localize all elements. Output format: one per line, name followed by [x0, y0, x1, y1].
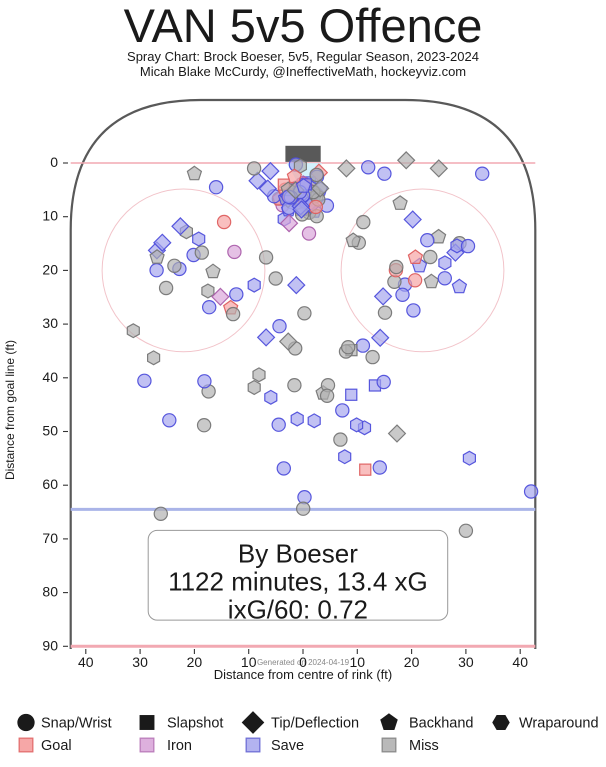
- svg-text:50: 50: [42, 423, 58, 439]
- svg-text:By Boeser: By Boeser: [238, 538, 358, 568]
- svg-text:1122 minutes, 13.4 xG: 1122 minutes, 13.4 xG: [168, 566, 428, 596]
- svg-text:Slapshot: Slapshot: [167, 716, 223, 732]
- svg-text:40: 40: [78, 654, 94, 670]
- svg-text:Iron: Iron: [167, 738, 192, 754]
- svg-text:Goal: Goal: [41, 738, 72, 754]
- svg-text:VAN 5v5 Offence: VAN 5v5 Offence: [124, 0, 483, 52]
- svg-text:30: 30: [458, 654, 474, 670]
- svg-text:70: 70: [42, 530, 58, 546]
- svg-text:0: 0: [50, 154, 58, 170]
- svg-text:90: 90: [42, 637, 58, 653]
- svg-text:Wraparound: Wraparound: [519, 716, 599, 732]
- svg-text:10: 10: [241, 654, 257, 670]
- svg-text:40: 40: [512, 654, 528, 670]
- svg-text:60: 60: [42, 476, 58, 492]
- svg-text:40: 40: [42, 369, 58, 385]
- svg-text:10: 10: [42, 208, 58, 224]
- svg-text:Spray Chart: Brock Boeser, 5v5: Spray Chart: Brock Boeser, 5v5, Regular …: [127, 49, 479, 64]
- svg-text:10: 10: [350, 654, 366, 670]
- svg-text:Distance from goal line (ft): Distance from goal line (ft): [3, 340, 17, 480]
- svg-text:Snap/Wrist: Snap/Wrist: [41, 716, 112, 732]
- svg-text:0: 0: [299, 654, 307, 670]
- svg-text:Tip/Deflection: Tip/Deflection: [271, 716, 359, 732]
- svg-text:80: 80: [42, 584, 58, 600]
- svg-text:30: 30: [42, 315, 58, 331]
- svg-text:Micah Blake McCurdy, @Ineffect: Micah Blake McCurdy, @IneffectiveMath, h…: [140, 64, 466, 79]
- svg-text:30: 30: [132, 654, 148, 670]
- svg-text:ixG/60: 0.72: ixG/60: 0.72: [228, 594, 368, 624]
- svg-text:20: 20: [404, 654, 420, 670]
- svg-text:20: 20: [42, 261, 58, 277]
- svg-text:Miss: Miss: [409, 738, 439, 754]
- svg-text:Backhand: Backhand: [409, 716, 474, 732]
- svg-text:Save: Save: [271, 738, 304, 754]
- svg-text:20: 20: [187, 654, 203, 670]
